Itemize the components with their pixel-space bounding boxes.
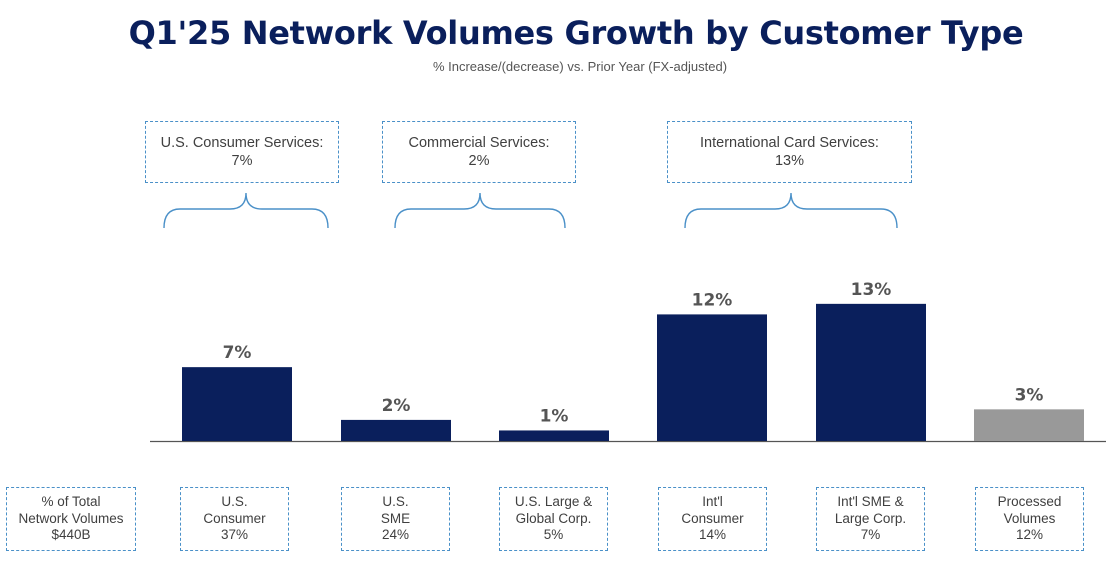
bar-value-label-4: 12% (692, 290, 733, 310)
category-line1: U.S. (382, 494, 409, 510)
category-share: 14% (698, 527, 727, 543)
bar-3 (499, 430, 609, 441)
category-line1: Int'l (702, 494, 723, 510)
bar-value-label-2: 2% (382, 396, 411, 416)
segment-value: 13% (774, 153, 805, 169)
category-box-us-large-global-corp: U.S. Large & Global Corp. 5% (499, 487, 608, 551)
share-header-line2: Network Volumes (18, 510, 124, 526)
segment-value: 2% (468, 153, 490, 169)
bar-6 (974, 409, 1084, 441)
category-line2: Large Corp. (834, 510, 907, 526)
segment-box-commercial-services: Commercial Services: 2% (382, 121, 576, 183)
segment-bracket-1 (163, 192, 329, 229)
bar-value-label-5: 13% (851, 280, 892, 300)
segment-name: U.S. Consumer Services: (160, 135, 324, 151)
category-line1: U.S. (221, 494, 248, 510)
share-header-line1: % of Total (41, 494, 101, 510)
category-line2: Volumes (1003, 510, 1056, 526)
category-box-intl-consumer: Int'l Consumer 14% (658, 487, 767, 551)
segment-name: Commercial Services: (408, 135, 550, 151)
category-line1: U.S. Large & (514, 494, 593, 510)
segment-box-us-consumer-services: U.S. Consumer Services: 7% (145, 121, 339, 183)
bar-value-label-3: 1% (540, 406, 569, 426)
category-box-us-sme: U.S. SME 24% (341, 487, 450, 551)
category-line1: Int'l SME & (837, 494, 904, 510)
share-header-box: % of Total Network Volumes $440B (6, 487, 136, 551)
category-share: 24% (381, 527, 410, 543)
category-box-intl-sme-large-corp: Int'l SME & Large Corp. 7% (816, 487, 925, 551)
category-line2: Consumer (681, 510, 744, 526)
bars-group: 7% 2% 1% 12% 13% 3% (182, 280, 1084, 441)
segment-bracket-3 (684, 192, 898, 229)
segment-brackets (163, 192, 898, 229)
bar-4 (657, 314, 767, 441)
bar-1 (182, 367, 292, 441)
segment-box-international-card-services: International Card Services: 13% (667, 121, 912, 183)
bar-2 (341, 419, 451, 441)
bar-value-label-1: 7% (223, 343, 252, 363)
segment-bracket-2 (394, 192, 566, 229)
share-header-total: $440B (51, 527, 91, 543)
segment-value: 7% (231, 153, 253, 169)
category-share: 7% (860, 527, 881, 543)
bar-5 (816, 303, 926, 441)
chart-subtitle: % Increase/(decrease) vs. Prior Year (FX… (432, 59, 728, 74)
bar-value-label-6: 3% (1015, 385, 1044, 405)
category-box-processed-volumes: Processed Volumes 12% (975, 487, 1084, 551)
category-line2: Global Corp. (515, 510, 592, 526)
category-share: 12% (1015, 527, 1044, 543)
category-line1: Processed (997, 494, 1062, 510)
category-share: 5% (543, 527, 564, 543)
category-line2: Consumer (203, 510, 266, 526)
category-share: 37% (220, 527, 249, 543)
segment-name: International Card Services: (700, 135, 879, 151)
category-box-us-consumer: U.S. Consumer 37% (180, 487, 289, 551)
category-line2: SME (380, 510, 411, 526)
chart-title: Q1'25 Network Volumes Growth by Customer… (128, 14, 1024, 52)
